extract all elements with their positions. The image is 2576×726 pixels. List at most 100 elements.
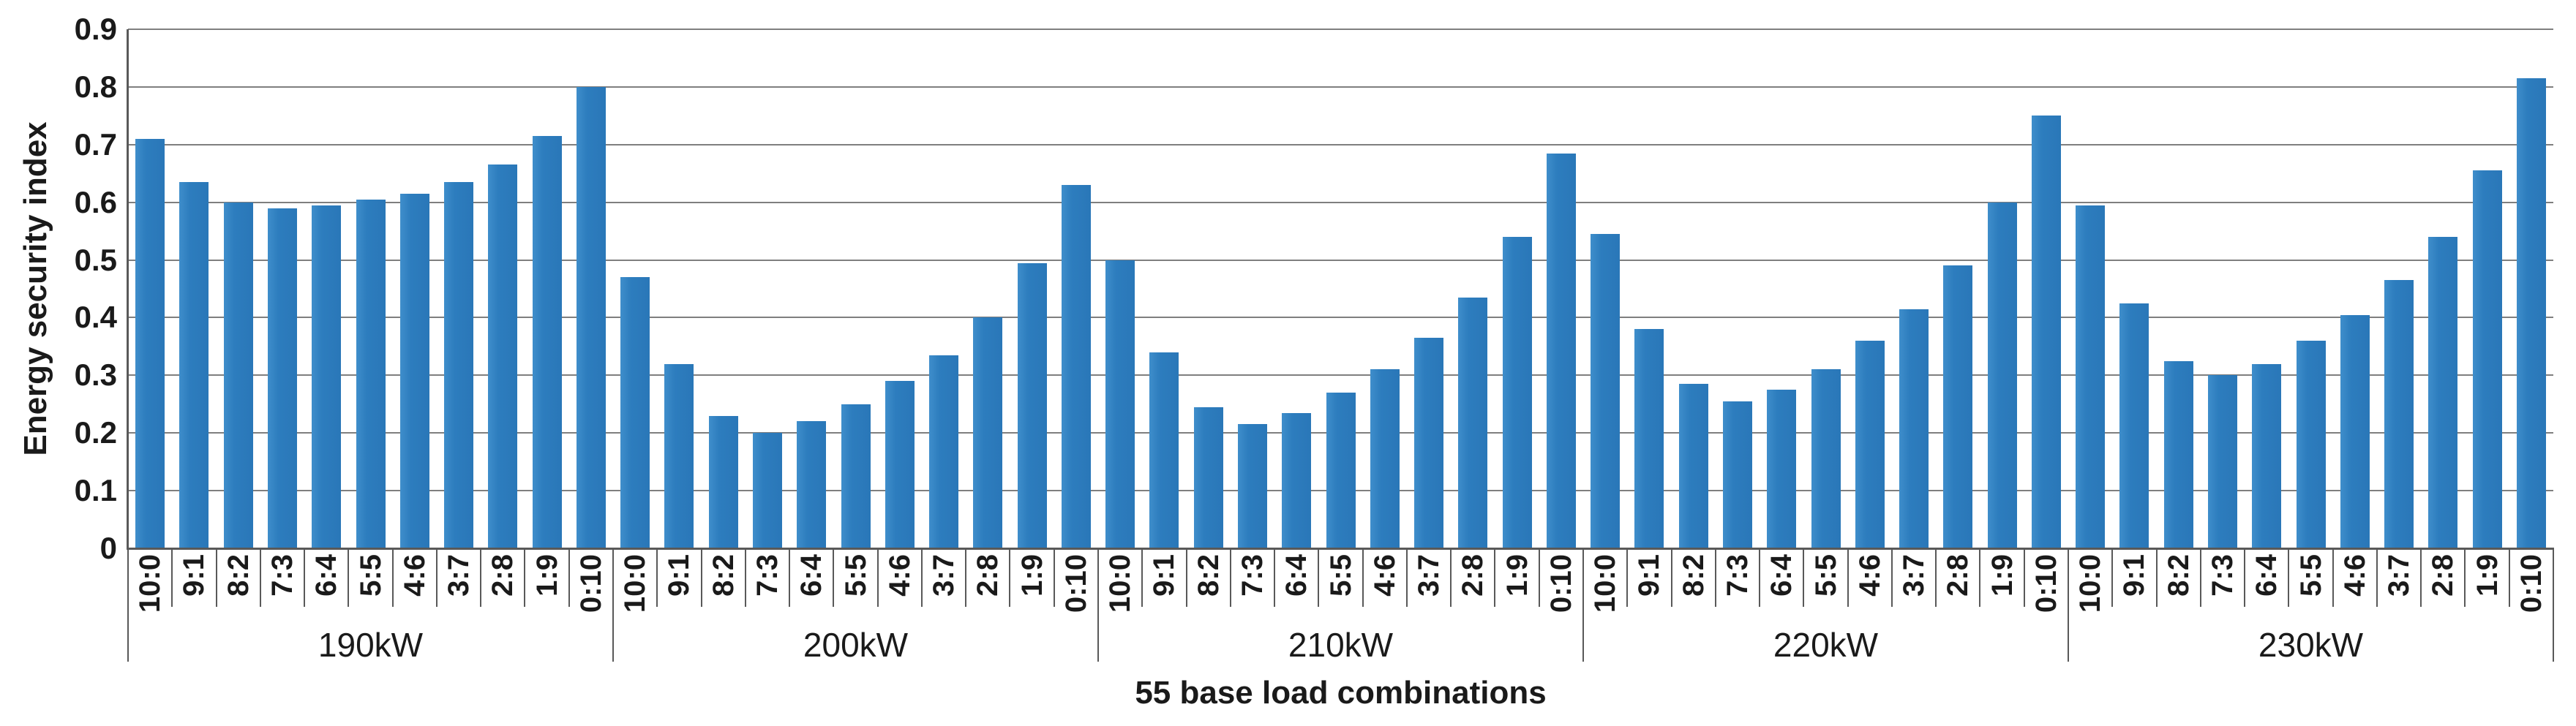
category-separator — [1405, 548, 1408, 607]
category-separator — [2288, 548, 2290, 607]
category-separator — [1229, 548, 1231, 607]
category-tick-label: 8:2 — [1677, 554, 1710, 597]
category-tick-label: 0:10 — [2515, 554, 2547, 613]
category-tick-label: 6:4 — [1280, 554, 1313, 597]
category-separator — [744, 548, 746, 607]
category-tick-label: 2:8 — [1942, 554, 1975, 597]
bar — [488, 165, 518, 548]
group-separator — [1097, 548, 1099, 662]
category-tick-label: 8:2 — [707, 554, 740, 597]
category-tick-label: 5:5 — [354, 554, 387, 597]
y-tick-label: 0.5 — [74, 242, 117, 277]
category-tick-label: 1:9 — [1015, 554, 1048, 597]
bar — [885, 381, 915, 548]
category-tick-label: 1:9 — [1986, 554, 2019, 597]
category-tick-label: 10:0 — [1589, 554, 1622, 613]
category-separator — [1494, 548, 1496, 607]
category-separator — [2376, 548, 2378, 607]
category-tick-label: 10:0 — [2074, 554, 2107, 613]
category-tick-label: 3:7 — [1413, 554, 1446, 597]
category-separator — [833, 548, 835, 607]
bar — [1370, 369, 1400, 548]
category-separator — [1803, 548, 1805, 607]
group-separator — [1582, 548, 1584, 662]
category-separator — [1890, 548, 1893, 607]
category-separator — [2155, 548, 2158, 607]
category-tick-label: 6:4 — [1765, 554, 1798, 597]
bar — [2428, 237, 2458, 548]
bar — [2076, 205, 2106, 548]
category-tick-label: 7:3 — [266, 554, 298, 597]
category-separator — [700, 548, 702, 607]
bar — [135, 138, 165, 548]
bar — [841, 404, 871, 548]
category-tick-label: 8:2 — [222, 554, 255, 597]
bar — [708, 415, 738, 548]
category-tick-label: 9:1 — [2118, 554, 2151, 597]
gridline — [128, 201, 2553, 203]
category-separator — [1935, 548, 1937, 607]
bar — [1282, 412, 1312, 548]
bar — [1193, 407, 1223, 548]
category-tick-label: 2:8 — [2427, 554, 2460, 597]
category-tick-label: 3:7 — [443, 554, 476, 597]
category-separator — [1670, 548, 1672, 607]
category-separator — [215, 548, 217, 607]
group-label: 200kW — [803, 626, 909, 664]
bar — [620, 277, 650, 548]
bar — [2384, 280, 2414, 548]
category-tick-label: 5:5 — [839, 554, 872, 597]
bar — [1105, 260, 1135, 548]
x-axis-title: 55 base load combinations — [1135, 675, 1547, 711]
category-tick-label: 8:2 — [1192, 554, 1225, 597]
bar — [1767, 390, 1797, 548]
category-tick-label: 7:3 — [1236, 554, 1269, 597]
group-label: 220kW — [1773, 626, 1879, 664]
y-tick-label: 0.4 — [74, 300, 117, 335]
category-tick-label: 9:1 — [1148, 554, 1181, 597]
category-separator — [1274, 548, 1276, 607]
bar — [1855, 341, 1885, 548]
category-tick-label: 3:7 — [2383, 554, 2416, 597]
y-tick-label: 0.8 — [74, 69, 117, 104]
category-tick-label: 4:6 — [2338, 554, 2371, 597]
category-tick-label: 2:8 — [972, 554, 1005, 597]
bar — [2296, 341, 2326, 548]
gridline — [128, 317, 2553, 319]
category-separator — [568, 548, 570, 607]
bar — [267, 208, 297, 548]
category-tick-label: 1:9 — [1501, 554, 1533, 597]
bar — [312, 205, 342, 548]
group-label: 210kW — [1288, 626, 1394, 664]
y-tick-label: 0.9 — [74, 12, 117, 46]
y-tick-label: 0.6 — [74, 184, 117, 219]
category-separator — [1979, 548, 1981, 607]
category-tick-label: 0:10 — [1059, 554, 1092, 613]
category-separator — [1318, 548, 1320, 607]
category-tick-label: 5:5 — [1324, 554, 1357, 597]
group-separator — [612, 548, 614, 662]
category-separator — [656, 548, 658, 607]
x-axis-line — [127, 548, 2554, 550]
category-separator — [2199, 548, 2201, 607]
category-separator — [876, 548, 879, 607]
bar — [1458, 297, 1488, 548]
bar — [179, 182, 209, 548]
bar — [1237, 424, 1267, 548]
category-separator — [2508, 548, 2510, 607]
gridline — [128, 29, 2553, 30]
category-tick-label: 3:7 — [928, 554, 961, 597]
bar — [2119, 303, 2149, 548]
category-separator — [480, 548, 482, 607]
category-tick-label: 4:6 — [1853, 554, 1886, 597]
category-separator — [2111, 548, 2114, 607]
bar — [2472, 170, 2502, 548]
category-tick-label: 9:1 — [663, 554, 696, 597]
bar — [1546, 153, 1576, 548]
bar — [1591, 234, 1621, 548]
gridline — [128, 143, 2553, 145]
category-separator — [1626, 548, 1629, 607]
category-tick-label: 1:9 — [2471, 554, 2504, 597]
category-separator — [435, 548, 438, 607]
